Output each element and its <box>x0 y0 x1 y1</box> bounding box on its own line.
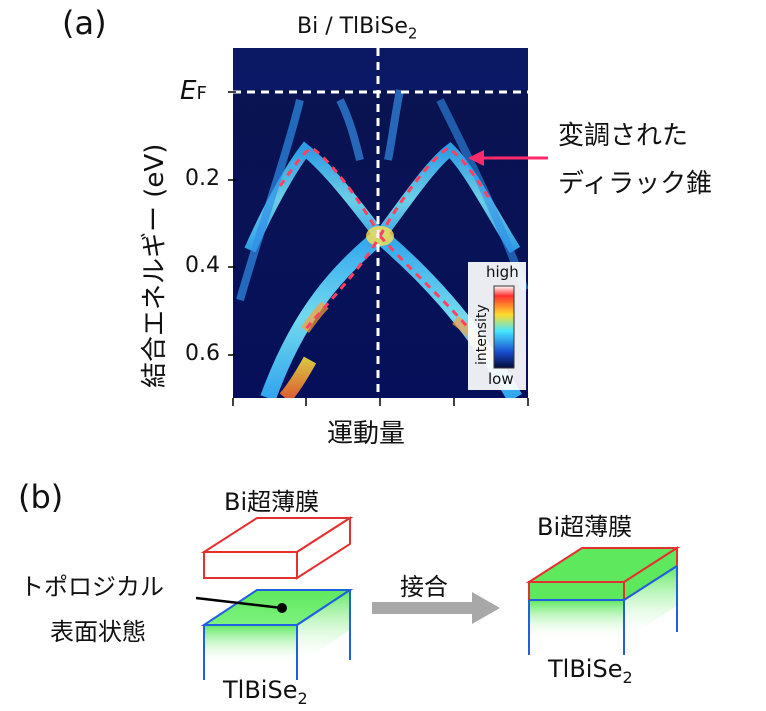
substrate-left-sub: 2 <box>297 688 308 708</box>
substrate-right-sub: 2 <box>622 667 633 687</box>
junction-label: 接合 <box>400 573 448 601</box>
right-bonded-structure <box>525 546 681 655</box>
left-bi-film <box>200 516 354 580</box>
panel-a-label: (a) <box>62 4 107 42</box>
film-label-right: Bi超薄膜 <box>537 513 633 541</box>
substrate-left-main: TlBiSe <box>223 676 298 704</box>
substrate-right-main: TlBiSe <box>548 655 623 683</box>
annotation-line-2: ディラック錐 <box>558 169 713 199</box>
annotation-line-1: 変調された <box>558 121 689 151</box>
colorbar-low-label: low <box>488 370 514 388</box>
fermi-level-label: EF <box>180 76 207 106</box>
surface-state-label-1: トポロジカル <box>20 573 164 601</box>
arpes-heatmap <box>233 48 528 398</box>
fermi-sub: F <box>196 83 207 104</box>
x-axis-label: 運動量 <box>327 419 406 449</box>
surface-state-label-2: 表面状態 <box>50 618 146 646</box>
chart-title-main: Bi / TlBiSe <box>297 14 408 39</box>
junction-arrow <box>372 592 500 624</box>
colorbar <box>468 262 526 390</box>
substrate-label-left: TlBiSe2 <box>223 676 308 708</box>
colorbar-axis-label: intensity <box>474 304 490 365</box>
left-substrate <box>200 589 354 680</box>
film-label-left: Bi超薄膜 <box>224 488 320 516</box>
fermi-e: E <box>180 76 197 106</box>
annotation-arrow <box>468 150 548 166</box>
chart-title-sub: 2 <box>407 24 418 43</box>
panel-b-label: (b) <box>18 478 64 516</box>
y-tick-label: 0.6 <box>185 341 220 366</box>
y-axis-ticks <box>228 91 236 356</box>
substrate-label-right: TlBiSe2 <box>548 655 633 687</box>
colorbar-high-label: high <box>486 263 519 281</box>
x-axis-ticks <box>232 398 529 406</box>
y-tick-label: 0.2 <box>185 166 220 191</box>
surface-state-pointer <box>195 596 287 613</box>
y-tick-label: 0.4 <box>185 253 220 278</box>
annotation-text: 変調された ディラック錐 <box>558 116 712 204</box>
chart-title: Bi / TlBiSe2 <box>297 14 417 42</box>
